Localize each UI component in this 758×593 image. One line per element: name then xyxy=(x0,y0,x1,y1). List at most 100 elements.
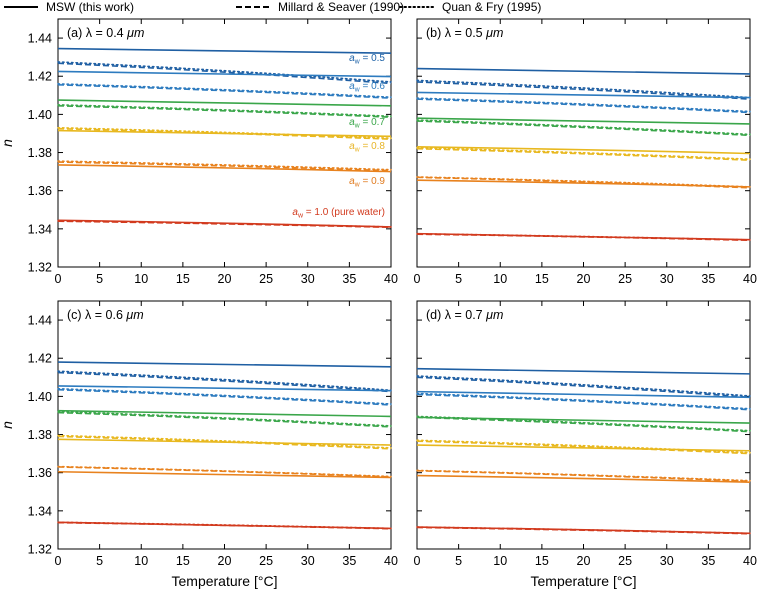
aw-label-1.0: aw = 1.0 (pure water) xyxy=(292,207,385,220)
x-tick-label: 30 xyxy=(660,272,674,286)
aw-label-0.6: aw = 0.6 xyxy=(349,81,385,94)
series-line-aw0.6-msw xyxy=(416,91,751,99)
series-line-aw0.7-msw xyxy=(57,409,392,418)
y-tick-label: 1.38 xyxy=(28,428,52,442)
series-line-aw0.6-millard-seaver xyxy=(416,98,751,114)
panel-b: 0 5 10 15 20 25 30 35 40 (b) λ = 0.5 μm xyxy=(414,18,757,286)
series-line-aw0.7-quan-fry xyxy=(416,119,751,136)
y-tick-label: 1.42 xyxy=(28,70,52,84)
aw-symbol: a xyxy=(349,81,355,92)
series-line-aw0.7-msw xyxy=(416,416,751,424)
series-line-aw0.7-quan-fry xyxy=(416,415,751,432)
series-line-aw0.6-millard-seaver xyxy=(57,84,392,99)
aw-subscript: w xyxy=(297,213,304,220)
series-line-aw0.9-msw xyxy=(57,470,392,479)
aw-symbol: a xyxy=(349,176,355,187)
x-tick-label: 10 xyxy=(493,554,507,568)
aw-value: = 0.5 xyxy=(360,53,386,64)
y-tick-label: 1.32 xyxy=(28,261,52,275)
aw-symbol: a xyxy=(349,141,355,152)
panel-title-text: (b) λ = 0.5 xyxy=(426,26,486,40)
plot-frame xyxy=(57,18,392,268)
panel-c: 0 5 10 15 20 25 30 35 40 1.32 1.34 1.36 1.38 1.40 1.42… xyxy=(0,300,398,589)
aw-value: = 1.0 (pure water) xyxy=(303,207,385,218)
panel-title-text: (d) λ = 0.7 xyxy=(426,308,486,322)
y-axis-label: n xyxy=(0,421,15,429)
x-tick-label: 0 xyxy=(414,554,421,568)
aw-value: = 0.8 xyxy=(360,141,386,152)
series-line-aw0.9-millard-seaver xyxy=(57,161,392,172)
y-tick-label: 1.34 xyxy=(28,504,52,518)
series-line-aw0.7-quan-fry xyxy=(57,410,392,427)
series-line-aw0.5-msw xyxy=(57,47,392,54)
x-tick-label: 5 xyxy=(96,554,103,568)
series-line-aw0.5-millard-seaver xyxy=(57,62,392,85)
x-tick-label: 0 xyxy=(414,272,421,286)
x-tick-label: 40 xyxy=(743,554,757,568)
series-line-aw0.5-quan-fry xyxy=(416,375,751,397)
x-tick-label: 25 xyxy=(618,272,632,286)
legend-label-dotted: Quan & Fry (1995) xyxy=(442,0,541,14)
legend: MSW (this work) Millard & Seaver (1990) Qu… xyxy=(4,0,541,14)
x-tick-label: 0 xyxy=(55,272,62,286)
x-tick-label: 15 xyxy=(535,272,549,286)
series-line-aw0.6-millard-seaver xyxy=(416,393,751,411)
panel-a: 0 5 10 15 20 25 30 35 40 1.32 1.34 1.36 1.38 1.40 1.42… xyxy=(0,18,398,286)
series-line-aw1.0-quan-fry xyxy=(416,233,751,241)
x-tick-label: 40 xyxy=(384,554,398,568)
aw-value: = 0.6 xyxy=(360,81,386,92)
y-axis-label: n xyxy=(0,139,15,147)
series-line-aw0.6-quan-fry xyxy=(57,387,392,405)
series-line-aw1.0-quan-fry xyxy=(57,220,392,228)
x-tick-label: 35 xyxy=(701,554,715,568)
series-line-aw0.6-msw xyxy=(57,385,392,392)
series-line-aw1.0-quan-fry xyxy=(57,521,392,530)
panel-title-unit: μm xyxy=(125,308,143,322)
series-line-aw0.8-millard-seaver xyxy=(416,147,751,161)
series-line-aw0.7-millard-seaver xyxy=(416,416,751,433)
panel-title-unit: μm xyxy=(485,308,503,322)
series-line-aw0.6-quan-fry xyxy=(57,83,392,99)
panel-title-unit: μm xyxy=(485,26,503,40)
series-line-aw0.5-millard-seaver xyxy=(416,376,751,399)
aw-subscript: w xyxy=(354,123,361,130)
series-line-aw0.7-msw xyxy=(416,117,751,125)
series-line-aw0.8-millard-seaver xyxy=(57,435,392,450)
y-tick-label: 1.38 xyxy=(28,146,52,160)
series-line-aw1.0-quan-fry xyxy=(416,526,751,535)
aw-label-0.7: aw = 0.7 xyxy=(349,117,385,130)
series-line-aw0.9-msw xyxy=(416,474,751,484)
series-line-aw0.8-msw xyxy=(416,146,751,155)
aw-symbol: a xyxy=(349,53,355,64)
series-line-aw0.7-millard-seaver xyxy=(57,105,392,119)
panel-title: (a) λ = 0.4 μm xyxy=(67,26,144,40)
chart-panels: 0 5 10 15 20 25 30 35 40 1.32 1.34 1.36 1.38 1.40 1.42… xyxy=(0,18,757,589)
series-line-aw0.7-quan-fry xyxy=(57,104,392,118)
series-line-aw0.9-quan-fry xyxy=(416,469,751,482)
series-line-aw0.8-millard-seaver xyxy=(57,127,392,140)
panel-title: (b) λ = 0.5 μm xyxy=(426,26,503,40)
series-line-aw0.7-millard-seaver xyxy=(416,120,751,137)
x-tick-label: 25 xyxy=(259,272,273,286)
x-tick-label: 20 xyxy=(577,554,591,568)
x-tick-label: 40 xyxy=(384,272,398,286)
y-tick-label: 1.40 xyxy=(28,108,52,122)
y-tick-label: 1.34 xyxy=(28,222,52,236)
series-line-aw0.5-quan-fry xyxy=(57,370,392,392)
aw-label-0.8: aw = 0.8 xyxy=(349,141,385,154)
legend-label-dashed: Millard & Seaver (1990) xyxy=(278,0,404,14)
x-tick-label: 30 xyxy=(301,272,315,286)
y-tick-label: 1.36 xyxy=(28,466,52,480)
series-line-aw0.7-msw xyxy=(57,99,392,107)
panel-title: (c) λ = 0.6 μm xyxy=(67,308,144,322)
aw-subscript: w xyxy=(354,59,361,66)
series-line-aw0.5-quan-fry xyxy=(416,79,751,99)
series-line-aw0.9-quan-fry xyxy=(57,465,392,478)
aw-subscript: w xyxy=(354,182,361,189)
aw-label-0.5: aw = 0.5 xyxy=(349,53,385,66)
panel-d: 0 5 10 15 20 25 30 35 40 Temperature [°C] (d) λ = … xyxy=(414,300,757,589)
legend-label-solid: MSW (this work) xyxy=(46,0,134,14)
series-line-aw0.5-msw xyxy=(416,367,751,375)
series-line-aw0.9-quan-fry xyxy=(57,160,392,171)
